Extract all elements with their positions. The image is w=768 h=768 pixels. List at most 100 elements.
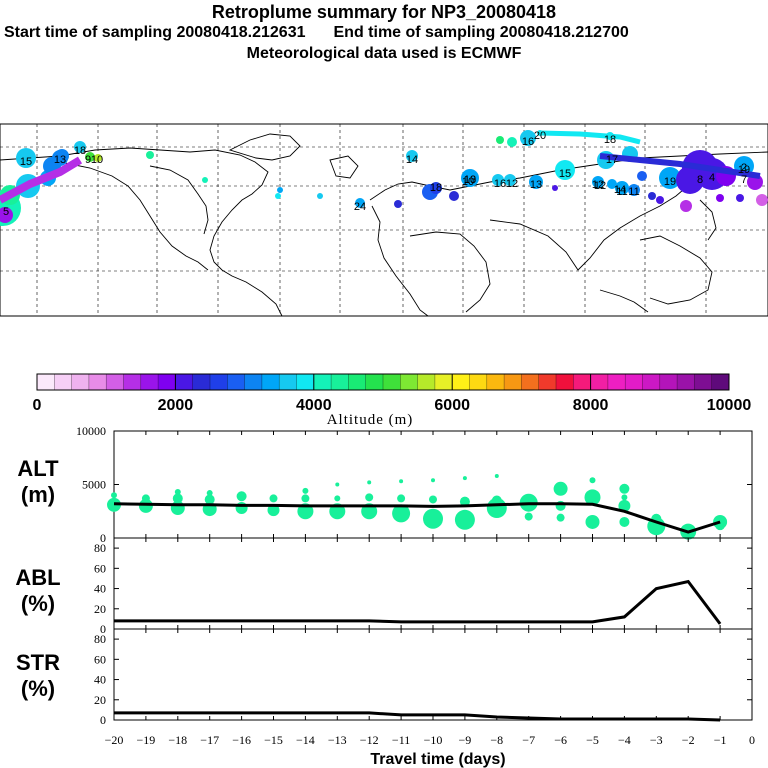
colorbar-cell [158, 374, 176, 390]
altitude-point [174, 488, 181, 495]
plume-day-label: 10 [91, 154, 103, 166]
coastlines [0, 133, 768, 317]
abl-line [114, 579, 722, 625]
y-tick-label: 20 [94, 693, 106, 707]
plume-marker [520, 130, 536, 146]
x-tick-label: −11 [392, 733, 410, 747]
x-tick-label: −12 [360, 733, 379, 747]
plume-day-label: 7 [741, 174, 747, 186]
colorbar-cell [210, 374, 228, 390]
x-tick-label: −18 [168, 733, 187, 747]
plume-marker [146, 151, 154, 159]
colorbar-cell [383, 374, 401, 390]
plume-marker [637, 171, 647, 181]
plume-marker [394, 200, 402, 208]
x-tick-label: −14 [296, 733, 315, 747]
plume-marker [0, 207, 13, 223]
colorbar-tick-label: 0 [33, 397, 42, 414]
end-time-label: End time of sampling 20080418.212700 [333, 24, 629, 41]
colorbar-cell [279, 374, 297, 390]
altitude-point [584, 489, 601, 506]
altitude-point [491, 495, 502, 506]
plume-marker [648, 192, 656, 200]
plume-marker [756, 194, 768, 206]
plume-day-label: 10 [464, 174, 476, 186]
plume-day-label: 9 [85, 154, 91, 166]
altitude-point [335, 482, 340, 487]
plume-marker [659, 167, 681, 189]
plume-track [599, 153, 761, 179]
plume-day-label: 16 [494, 178, 506, 190]
x-tick-label: −19 [137, 733, 156, 747]
altitude-point [141, 494, 150, 503]
colorbar-cell [711, 374, 730, 390]
met-data-label: Meteorological data used is ECMWF [246, 45, 522, 62]
plume-day-label: 12 [594, 180, 606, 192]
colorbar-cell [625, 374, 643, 390]
x-tick-label: −3 [650, 733, 663, 747]
altitude-point [454, 509, 475, 530]
plume-marker [430, 182, 442, 194]
plume-marker [736, 194, 744, 202]
plume-marker [449, 191, 459, 201]
colorbar-cell [504, 374, 522, 390]
panel-frame [113, 537, 753, 630]
altitude-point [111, 492, 117, 499]
x-tick-label: −20 [105, 733, 124, 747]
plume-marker [202, 177, 208, 183]
plume-day-label: 14 [614, 184, 626, 196]
colorbar-cell [227, 374, 245, 390]
plume-track [539, 130, 641, 145]
colorbar-cell [348, 374, 366, 390]
x-tick-label: −6 [554, 733, 567, 747]
map-frame [0, 123, 768, 317]
altitude-point [462, 476, 467, 481]
plume-marker [555, 160, 575, 180]
colorbar-tick-label: 8000 [573, 397, 609, 414]
panel-label: (%) [21, 676, 55, 701]
colorbar-frame [36, 373, 730, 391]
plume-track [0, 156, 83, 204]
plume-marker [406, 150, 418, 162]
colorbar-cell [400, 374, 418, 390]
altitude-point [172, 493, 183, 504]
plume-day-label: 11 [628, 186, 639, 198]
plume-day-label: 5 [3, 206, 9, 218]
plume-marker [94, 154, 102, 162]
colorbar-cell [365, 374, 384, 390]
altitude-point [392, 504, 411, 523]
colorbar-cell [642, 374, 661, 390]
colorbar-cell [88, 374, 107, 390]
panel-label: (m) [21, 482, 55, 507]
plot-title: Retroplume summary for NP3_20080418 [211, 2, 557, 22]
x-tick-label: −17 [200, 733, 219, 747]
colorbar-cell [677, 374, 695, 390]
altitude-point [459, 496, 470, 507]
y-tick-label: 20 [94, 602, 106, 616]
plume-marker [504, 174, 516, 186]
altitude-point [367, 480, 372, 485]
altitude-point [431, 478, 435, 483]
x-tick-label: −4 [618, 733, 631, 747]
x-tick-label: −10 [424, 733, 443, 747]
colorbar-cell [452, 374, 470, 390]
colorbar-cell [331, 374, 349, 390]
y-tick-label: 0 [100, 531, 106, 545]
colorbar-tick-label: 2000 [158, 397, 194, 414]
x-tick-label: −16 [232, 733, 251, 747]
panel-abl: 0 20 40 60 80 ABL(%) [15, 537, 753, 636]
colorbar-cell [659, 374, 678, 390]
plume-marker [16, 148, 36, 168]
time-series-panels: 0500010000ALT(m)020406080ABL(%)020406080… [15, 424, 755, 768]
plume-marker [461, 169, 479, 187]
colorbar-cell [486, 374, 505, 390]
colorbar-cell [538, 374, 557, 390]
y-tick-label: 5000 [82, 478, 106, 492]
plume-marker [507, 137, 517, 147]
altitude-point [556, 513, 565, 522]
plume-marker [492, 174, 504, 186]
